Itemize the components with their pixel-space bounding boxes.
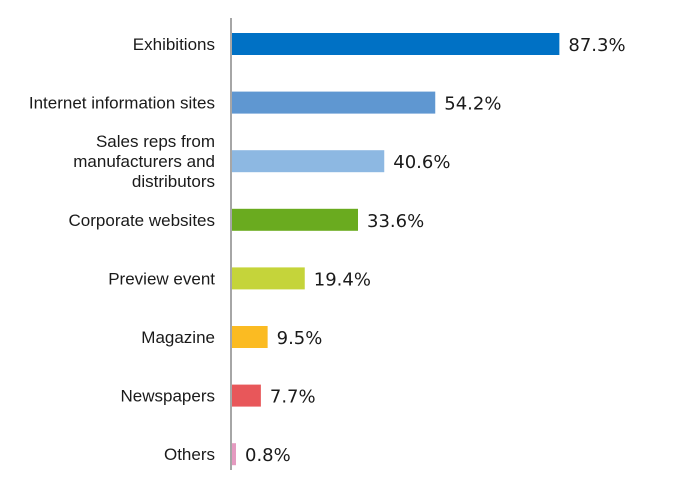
bar-4 <box>232 267 305 290</box>
category-label-7: Others <box>164 445 215 464</box>
value-label-7: 0.8% <box>245 445 291 466</box>
category-label-5: Magazine <box>141 328 215 347</box>
bars-group <box>232 33 560 466</box>
bar-2 <box>232 150 385 173</box>
category-label-0: Exhibitions <box>133 35 215 54</box>
bar-7 <box>232 443 236 466</box>
bar-5 <box>232 326 268 348</box>
category-label-2: Sales reps from manufacturers and distribu… <box>73 132 215 191</box>
value-label-4: 19.4% <box>314 269 371 290</box>
category-label-1: Internet information sites <box>29 94 215 113</box>
value-label-1: 54.2% <box>444 94 501 115</box>
value-label-3: 33.6% <box>367 211 424 232</box>
value-labels: 87.3% 54.2% 40.6% 33.6% 19.4% 9.5% 7.7% 0.8% <box>245 35 626 466</box>
value-label-0: 87.3% <box>568 35 625 56</box>
value-label-5: 9.5% <box>277 328 323 349</box>
bar-6 <box>232 384 261 407</box>
bar-3 <box>232 208 358 231</box>
category-labels: Exhibitions Internet information sites Sal… <box>29 35 215 464</box>
category-label-3: Corporate websites <box>69 211 215 230</box>
bar-1 <box>232 91 436 114</box>
value-label-2: 40.6% <box>393 152 450 173</box>
category-label-6: Newspapers <box>121 387 216 406</box>
category-label-4: Preview event <box>108 269 215 288</box>
value-label-6: 7.7% <box>270 387 316 408</box>
bar-0 <box>232 33 560 55</box>
